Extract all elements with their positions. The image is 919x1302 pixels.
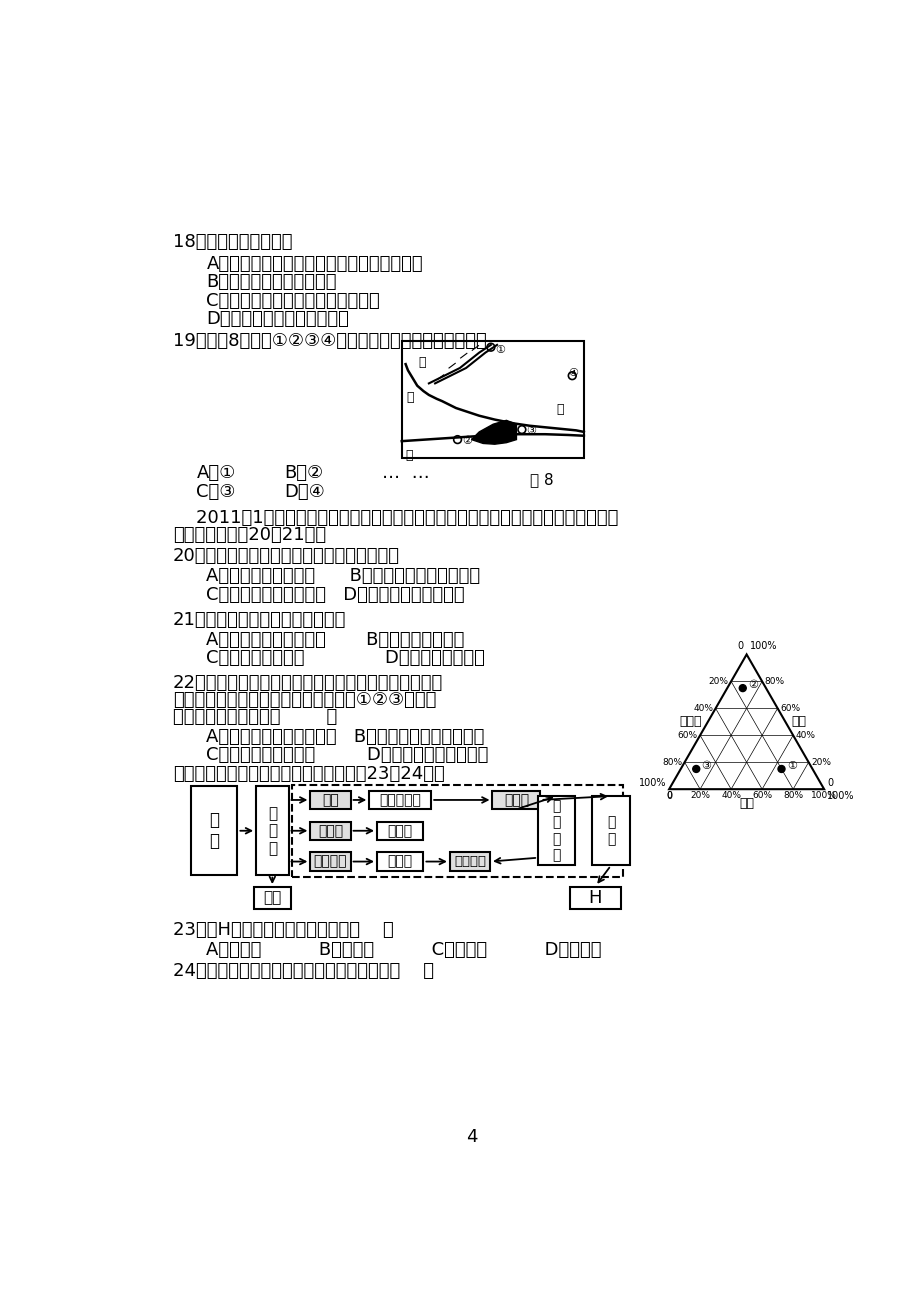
Text: C．建材厂有效利用了盐场的废弃物: C．建材厂有效利用了盐场的废弃物 (206, 292, 380, 310)
Text: 污
水
处
理: 污 水 处 理 (552, 799, 561, 862)
Bar (538, 796, 574, 866)
Text: A．运量大，连续性强      B．机动灵活，周转速度快: A．运量大，连续性强 B．机动灵活，周转速度快 (206, 568, 480, 586)
Text: 100%: 100% (826, 790, 854, 801)
Text: 正式贯通。完成20、21题。: 正式贯通。完成20、21题。 (173, 526, 326, 544)
Text: 路: 路 (405, 449, 413, 462)
Bar (377, 853, 423, 871)
Text: 80%: 80% (764, 677, 784, 686)
Text: 铁: 铁 (418, 357, 425, 370)
Text: 20%: 20% (689, 792, 709, 801)
Text: D．④: D．④ (284, 483, 324, 501)
Bar (369, 790, 431, 810)
Text: 流: 流 (556, 402, 563, 415)
Text: A．砖瓦厂          B．钢铁厂          C．玻璃厂          D．化工厂: A．砖瓦厂 B．钢铁厂 C．玻璃厂 D．化工厂 (206, 941, 601, 958)
Circle shape (777, 766, 784, 772)
Text: 工业部门分别可能是（        ）: 工业部门分别可能是（ ） (173, 707, 337, 725)
Bar (449, 853, 490, 871)
Text: 100%: 100% (811, 792, 836, 801)
Text: 图 8: 图 8 (529, 471, 552, 487)
Text: ④: ④ (568, 368, 578, 378)
Text: 原
煤: 原 煤 (209, 811, 219, 850)
Text: 0: 0 (826, 777, 833, 788)
Text: C．③: C．③ (196, 483, 235, 501)
Text: 0: 0 (737, 642, 743, 651)
Text: 废
渣: 废 渣 (607, 815, 615, 846)
Text: 2011年1月，中俄原油管道正式投入运行，标志着中国东北方向的原油进口战略要道: 2011年1月，中俄原油管道正式投入运行，标志着中国东北方向的原油进口战略要道 (173, 509, 618, 527)
Text: 脱硫: 脱硫 (322, 793, 338, 807)
Text: 18．该生态工业园区中: 18．该生态工业园区中 (173, 233, 292, 251)
Text: 供热厂: 供热厂 (387, 854, 413, 868)
Bar (191, 786, 237, 875)
Text: B．②: B．② (284, 465, 323, 482)
Text: 100%: 100% (638, 777, 665, 788)
Text: A．①: A．① (196, 465, 235, 482)
Text: 石膏板材厂: 石膏板材厂 (379, 793, 421, 807)
Text: C．速度快，运输效率高   D．设备投资少，成本低: C．速度快，运输效率高 D．设备投资少，成本低 (206, 586, 465, 604)
Text: 40%: 40% (693, 704, 712, 712)
Text: 19．读图8，图中①②③④四地中最有可能发育为城市的是: 19．读图8，图中①②③④四地中最有可能发育为城市的是 (173, 332, 486, 350)
Text: ②: ② (461, 436, 471, 445)
Bar (492, 790, 539, 810)
Text: H: H (588, 889, 602, 906)
Text: ③: ③ (526, 426, 536, 436)
Bar (592, 796, 629, 866)
Polygon shape (471, 421, 516, 444)
Text: 原料: 原料 (738, 797, 754, 810)
Text: 煤粉灰: 煤粉灰 (318, 824, 343, 837)
Text: 21．中俄原油管道开通后对于中国: 21．中俄原油管道开通后对于中国 (173, 611, 346, 629)
Text: 60%: 60% (751, 792, 771, 801)
Bar (255, 786, 289, 875)
Text: D．化工厂的废弃物得到利用: D．化工厂的废弃物得到利用 (206, 310, 349, 328)
Text: 80%: 80% (782, 792, 802, 801)
Text: ①: ① (494, 345, 505, 355)
Bar (254, 887, 290, 909)
Text: ①: ① (786, 760, 796, 771)
Text: 80%: 80% (662, 758, 682, 767)
Text: C．汽车、造船、水泥         D．炼铜、奶制品、制鞋: C．汽车、造船、水泥 D．炼铜、奶制品、制鞋 (206, 746, 488, 764)
Text: B．制盐的副产品得到利用: B．制盐的副产品得到利用 (206, 273, 336, 292)
Text: 100%: 100% (749, 642, 777, 651)
Circle shape (739, 685, 745, 691)
Text: 24．该电厂的生产模式对环境的直接影响是（    ）: 24．该电厂的生产模式对环境的直接影响是（ ） (173, 962, 434, 980)
Text: 40%: 40% (720, 792, 741, 801)
Bar (402, 341, 584, 458)
Text: 能源: 能源 (791, 715, 806, 728)
Text: 0: 0 (665, 790, 672, 801)
Text: 河: 河 (406, 391, 414, 404)
Text: 0: 0 (665, 792, 671, 801)
Text: 劳动力: 劳动力 (679, 715, 701, 728)
Circle shape (692, 766, 699, 772)
Bar (310, 853, 350, 871)
Bar (570, 887, 620, 909)
Bar (377, 822, 423, 840)
Bar (310, 790, 350, 810)
Text: …  …: … … (382, 465, 430, 482)
Text: 热水利用: 热水利用 (313, 854, 346, 868)
Text: 水泥厂: 水泥厂 (387, 824, 413, 837)
Text: 4: 4 (465, 1128, 477, 1146)
Text: C．降低了石油价格              D．增加了财政收入: C．降低了石油价格 D．增加了财政收入 (206, 648, 485, 667)
Text: ②: ② (747, 680, 757, 690)
Text: A．缓解了能源供需矛盾       B．减轻了交通压力: A．缓解了能源供需矛盾 B．减轻了交通压力 (206, 630, 464, 648)
Text: ③: ③ (701, 760, 711, 771)
Text: 60%: 60% (677, 730, 697, 740)
Text: 20%: 20% (708, 677, 728, 686)
Text: 下图为某电厂循环经济利用图，读图回答23～24题。: 下图为某电厂循环经济利用图，读图回答23～24题。 (173, 764, 445, 783)
Text: 中水回用: 中水回用 (453, 855, 485, 868)
Bar (310, 822, 350, 840)
Text: 23．若H是一个工厂，最适宜的是（    ）: 23．若H是一个工厂，最适宜的是（ ） (173, 921, 393, 939)
Text: A．发电厂的废水、废气与废渣得到有效利用: A．发电厂的废水、废气与废渣得到有效利用 (206, 255, 423, 273)
Text: 废弃物: 废弃物 (504, 793, 528, 807)
Text: 40%: 40% (795, 730, 814, 740)
Text: A．炼铝、服装、家具制造   B．炼铝、制糖、啤酒生产: A．炼铝、服装、家具制造 B．炼铝、制糖、啤酒生产 (206, 728, 484, 746)
Bar (291, 785, 622, 878)
Text: 发
电
厂: 发 电 厂 (267, 806, 277, 855)
Text: 60%: 60% (779, 704, 800, 712)
Text: 20．该运输方式与其他运输方式相比，优势是: 20．该运输方式与其他运输方式相比，优势是 (173, 547, 400, 565)
Text: 电力: 电力 (263, 891, 281, 905)
Text: 能源、劳动力）的依赖程度。判断图中①②③代表的: 能源、劳动力）的依赖程度。判断图中①②③代表的 (173, 690, 436, 708)
Text: 22．下图表示某些工业部门对区位因素（仅考虑原料、: 22．下图表示某些工业部门对区位因素（仅考虑原料、 (173, 673, 443, 691)
Text: 20%: 20% (810, 758, 830, 767)
